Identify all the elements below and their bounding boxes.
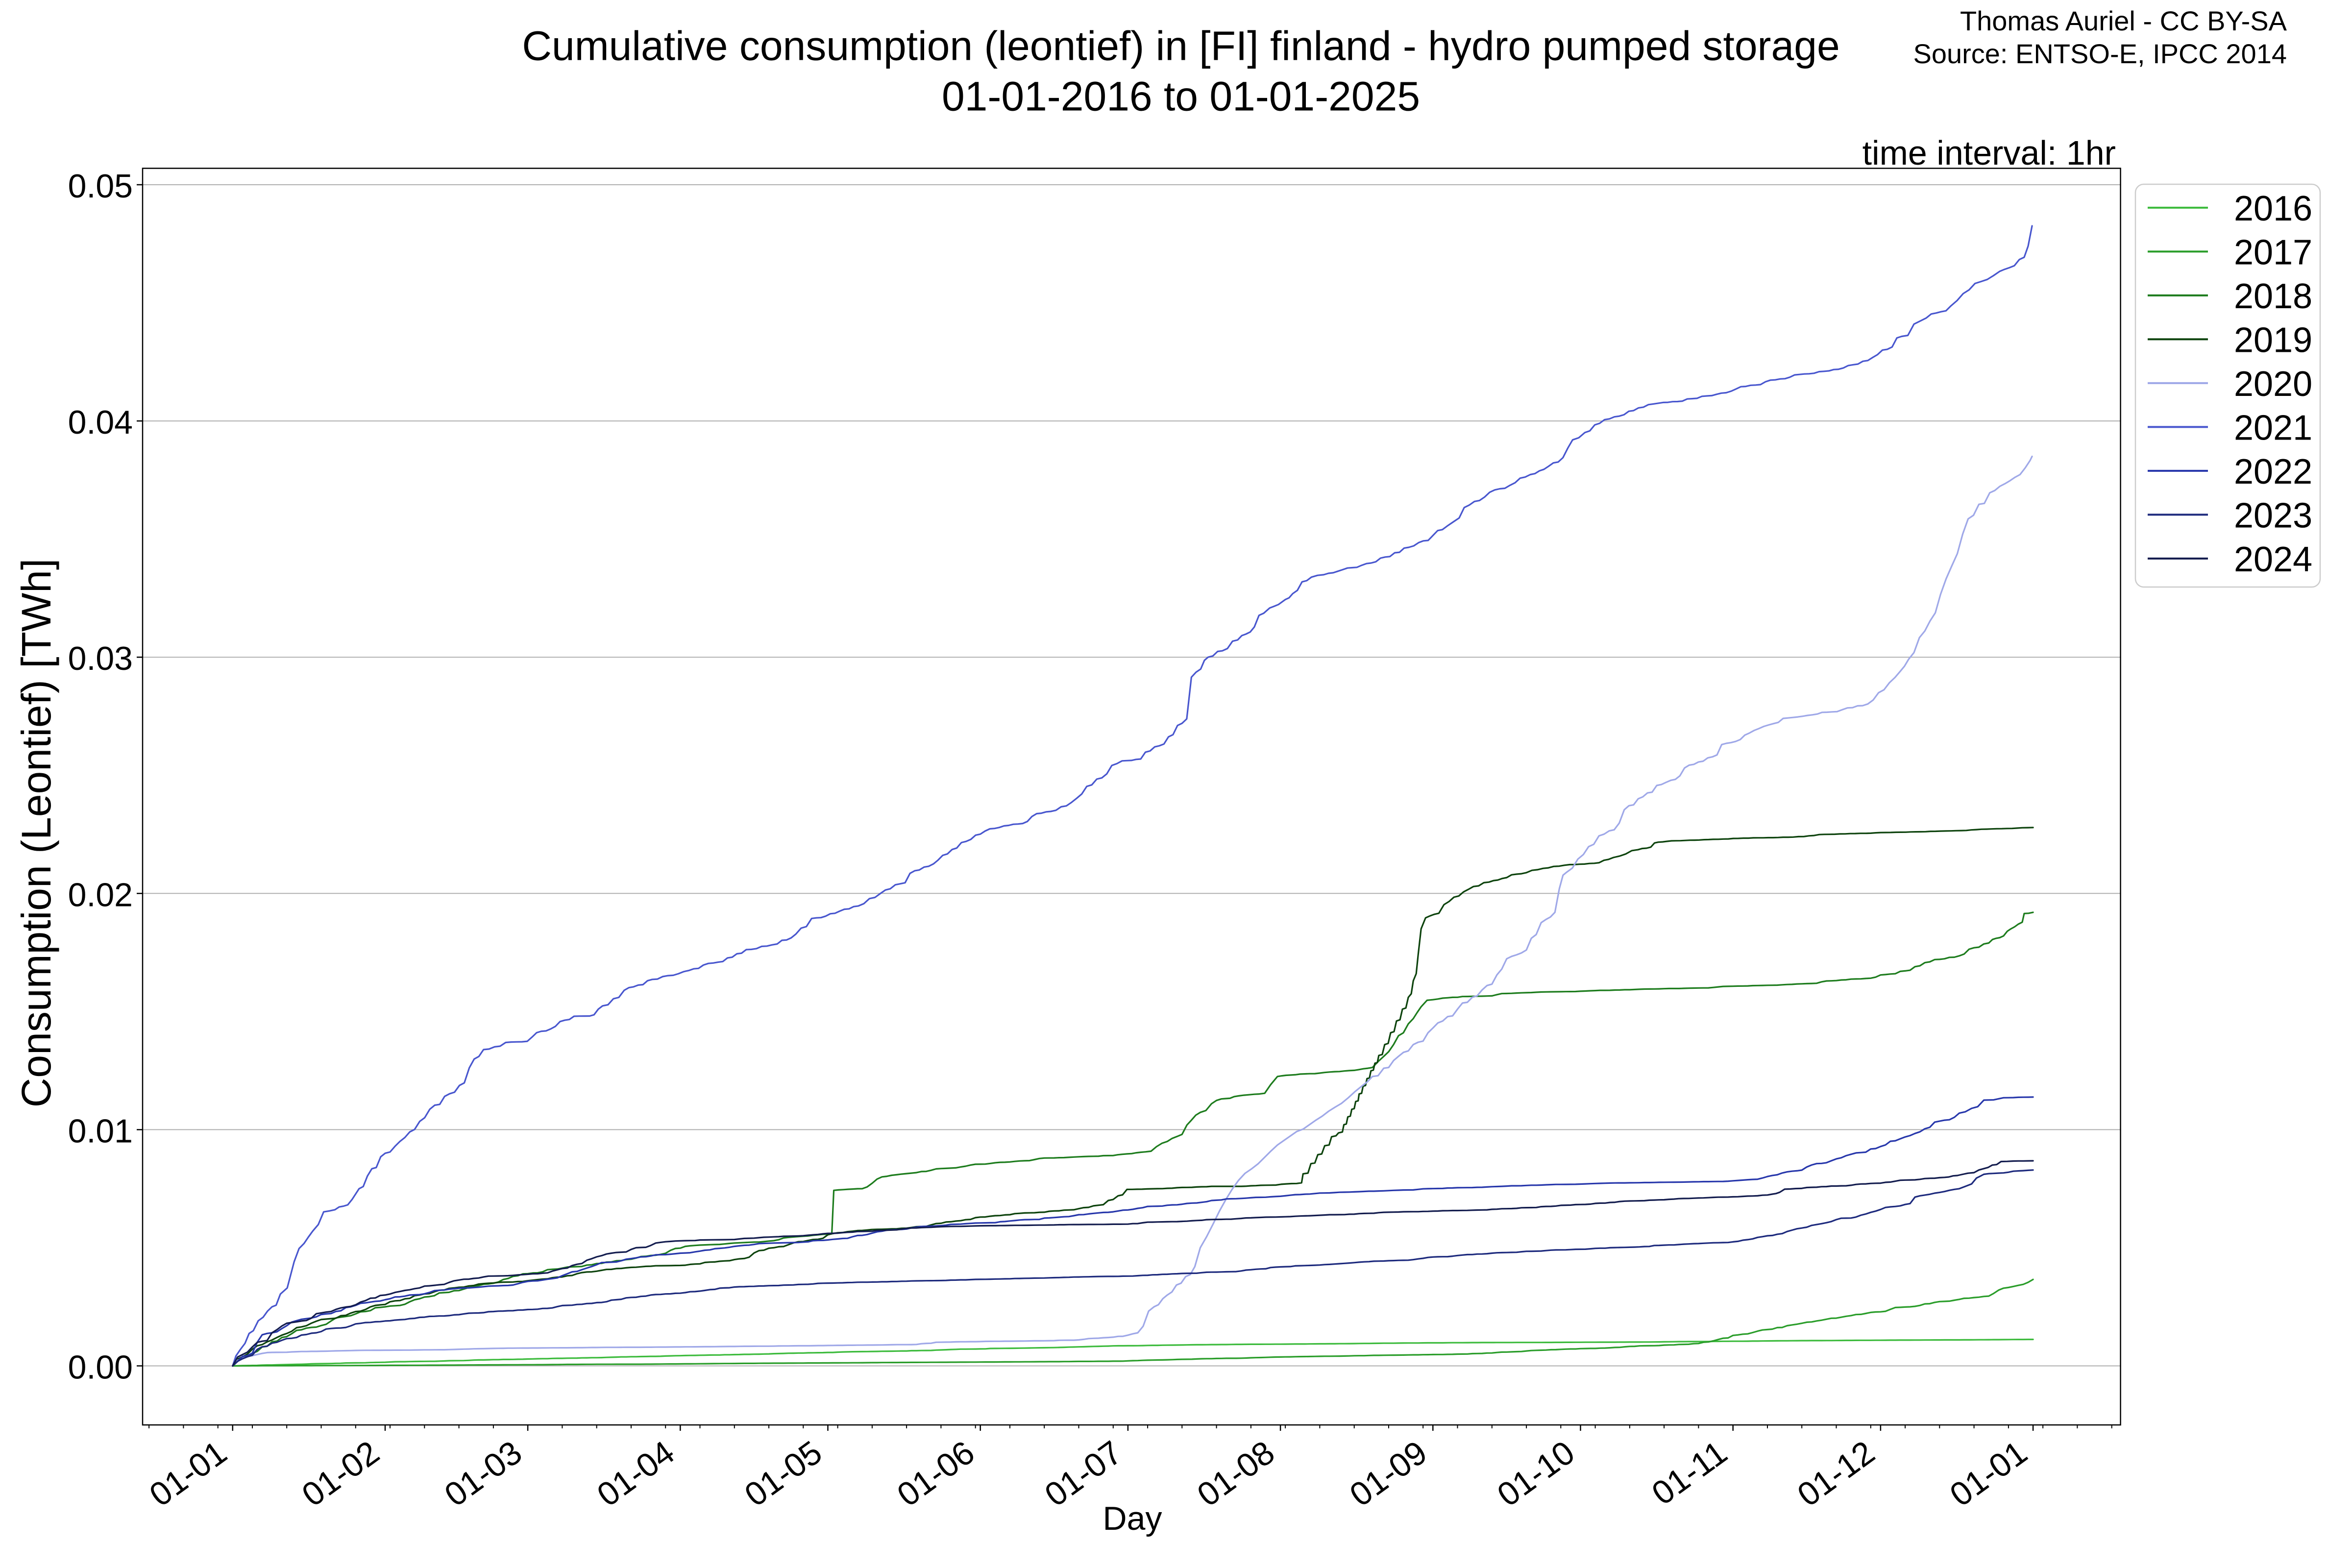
svg-text:01-01-2016 to 01-01-2025: 01-01-2016 to 01-01-2025: [942, 74, 1420, 120]
svg-text:0.00: 0.00: [68, 1349, 133, 1386]
svg-text:2022: 2022: [2234, 452, 2312, 491]
svg-text:0.05: 0.05: [68, 168, 133, 205]
svg-text:Consumption (Leontief) [TWh]: Consumption (Leontief) [TWh]: [13, 559, 59, 1107]
svg-text:time interval: 1hr: time interval: 1hr: [1862, 134, 2116, 172]
svg-text:2020: 2020: [2234, 365, 2312, 404]
svg-text:0.03: 0.03: [68, 640, 133, 677]
svg-text:0.02: 0.02: [68, 876, 133, 913]
svg-text:2021: 2021: [2234, 408, 2312, 447]
svg-text:2019: 2019: [2234, 320, 2312, 360]
svg-text:0.04: 0.04: [68, 404, 133, 441]
svg-text:2016: 2016: [2234, 189, 2312, 228]
svg-text:0.01: 0.01: [68, 1112, 133, 1150]
svg-text:2018: 2018: [2234, 277, 2312, 316]
svg-text:2023: 2023: [2234, 496, 2312, 535]
svg-text:Day: Day: [1103, 1500, 1162, 1537]
svg-text:Thomas Auriel - CC BY-SA: Thomas Auriel - CC BY-SA: [1960, 5, 2287, 36]
svg-text:Cumulative consumption (leonti: Cumulative consumption (leontief) in [FI…: [522, 23, 1839, 69]
svg-text:2017: 2017: [2234, 233, 2312, 272]
svg-text:2024: 2024: [2234, 540, 2312, 579]
svg-text:Source: ENTSO-E, IPCC 2014: Source: ENTSO-E, IPCC 2014: [1913, 38, 2287, 69]
